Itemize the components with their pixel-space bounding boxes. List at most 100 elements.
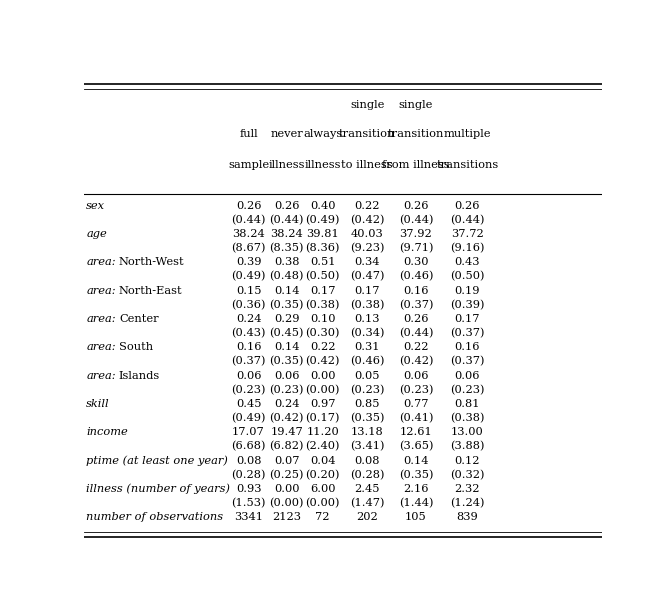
Text: 0.38: 0.38 (274, 257, 300, 267)
Text: (0.47): (0.47) (350, 272, 385, 282)
Text: (0.48): (0.48) (270, 272, 304, 282)
Text: 0.34: 0.34 (355, 257, 380, 267)
Text: (0.23): (0.23) (350, 384, 385, 395)
Text: 0.51: 0.51 (310, 257, 335, 267)
Text: 0.85: 0.85 (355, 399, 380, 409)
Text: 0.14: 0.14 (274, 342, 300, 352)
Text: (0.38): (0.38) (450, 413, 484, 424)
Text: 0.12: 0.12 (454, 455, 480, 466)
Text: 0.30: 0.30 (403, 257, 429, 267)
Text: (0.39): (0.39) (450, 300, 484, 310)
Text: (0.38): (0.38) (305, 300, 340, 310)
Text: 0.24: 0.24 (274, 399, 300, 409)
Text: Center: Center (119, 314, 159, 324)
Text: (2.40): (2.40) (305, 441, 340, 452)
Text: area:: area: (86, 286, 116, 295)
Text: (0.00): (0.00) (270, 498, 304, 508)
Text: (0.20): (0.20) (305, 470, 340, 480)
Text: 37.92: 37.92 (399, 229, 432, 239)
Text: (0.45): (0.45) (270, 328, 304, 338)
Text: 0.24: 0.24 (235, 314, 262, 324)
Text: 11.20: 11.20 (306, 427, 339, 437)
Text: 0.10: 0.10 (310, 314, 335, 324)
Text: 0.06: 0.06 (403, 371, 429, 381)
Text: (0.35): (0.35) (350, 413, 385, 424)
Text: age: age (86, 229, 107, 239)
Text: (0.44): (0.44) (231, 215, 266, 225)
Text: 39.81: 39.81 (306, 229, 339, 239)
Text: area:: area: (86, 342, 116, 352)
Text: 0.17: 0.17 (355, 286, 380, 295)
Text: (0.44): (0.44) (270, 215, 304, 225)
Text: (0.00): (0.00) (305, 498, 340, 508)
Text: (0.44): (0.44) (399, 215, 434, 225)
Text: (0.35): (0.35) (399, 470, 434, 480)
Text: 0.08: 0.08 (235, 455, 262, 466)
Text: 0.06: 0.06 (274, 371, 300, 381)
Text: (0.35): (0.35) (270, 356, 304, 367)
Text: (0.42): (0.42) (399, 356, 434, 367)
Text: 0.14: 0.14 (403, 455, 429, 466)
Text: 0.22: 0.22 (355, 200, 380, 211)
Text: 0.22: 0.22 (310, 342, 335, 352)
Text: illness: illness (269, 161, 305, 170)
Text: 38.24: 38.24 (270, 229, 303, 239)
Text: 0.43: 0.43 (454, 257, 480, 267)
Text: 0.07: 0.07 (274, 455, 300, 466)
Text: 0.17: 0.17 (310, 286, 335, 295)
Text: (1.44): (1.44) (399, 498, 434, 508)
Text: sex: sex (86, 200, 105, 211)
Text: (0.23): (0.23) (231, 384, 266, 395)
Text: 0.93: 0.93 (235, 484, 262, 494)
Text: (9.16): (9.16) (450, 243, 484, 253)
Text: 0.13: 0.13 (355, 314, 380, 324)
Text: North-West: North-West (119, 257, 185, 267)
Text: (0.38): (0.38) (350, 300, 385, 310)
Text: (0.17): (0.17) (305, 413, 340, 424)
Text: single: single (399, 100, 433, 110)
Text: 0.06: 0.06 (454, 371, 480, 381)
Text: 0.26: 0.26 (403, 314, 429, 324)
Text: (0.46): (0.46) (399, 272, 434, 282)
Text: (0.49): (0.49) (231, 413, 266, 424)
Text: 38.24: 38.24 (232, 229, 265, 239)
Text: 12.61: 12.61 (399, 427, 432, 437)
Text: (0.42): (0.42) (270, 413, 304, 424)
Text: (3.65): (3.65) (399, 441, 434, 452)
Text: (0.43): (0.43) (231, 328, 266, 338)
Text: 0.39: 0.39 (235, 257, 262, 267)
Text: illness: illness (304, 161, 341, 170)
Text: 19.47: 19.47 (270, 427, 303, 437)
Text: (8.36): (8.36) (305, 243, 340, 253)
Text: (0.41): (0.41) (399, 413, 434, 424)
Text: 0.31: 0.31 (355, 342, 380, 352)
Text: (8.35): (8.35) (270, 243, 304, 253)
Text: (0.36): (0.36) (231, 300, 266, 310)
Text: 0.04: 0.04 (310, 455, 335, 466)
Text: single: single (350, 100, 385, 110)
Text: 17.07: 17.07 (232, 427, 265, 437)
Text: 0.08: 0.08 (355, 455, 380, 466)
Text: to illness: to illness (341, 161, 393, 170)
Text: (8.67): (8.67) (231, 243, 266, 253)
Text: (0.46): (0.46) (350, 356, 385, 367)
Text: 2.16: 2.16 (403, 484, 429, 494)
Text: (0.44): (0.44) (450, 215, 484, 225)
Text: 0.22: 0.22 (403, 342, 429, 352)
Text: 0.00: 0.00 (274, 484, 300, 494)
Text: 0.40: 0.40 (310, 200, 335, 211)
Text: North-East: North-East (119, 286, 183, 295)
Text: (1.53): (1.53) (231, 498, 266, 508)
Text: (0.44): (0.44) (399, 328, 434, 338)
Text: 0.15: 0.15 (235, 286, 262, 295)
Text: 2123: 2123 (272, 512, 301, 522)
Text: (0.30): (0.30) (305, 328, 340, 338)
Text: sample: sample (228, 161, 269, 170)
Text: (0.37): (0.37) (399, 300, 434, 310)
Text: 0.26: 0.26 (235, 200, 262, 211)
Text: (3.88): (3.88) (450, 441, 484, 452)
Text: transition: transition (388, 129, 444, 139)
Text: illness (number of years): illness (number of years) (86, 484, 230, 494)
Text: never: never (270, 129, 303, 139)
Text: skill: skill (86, 399, 110, 409)
